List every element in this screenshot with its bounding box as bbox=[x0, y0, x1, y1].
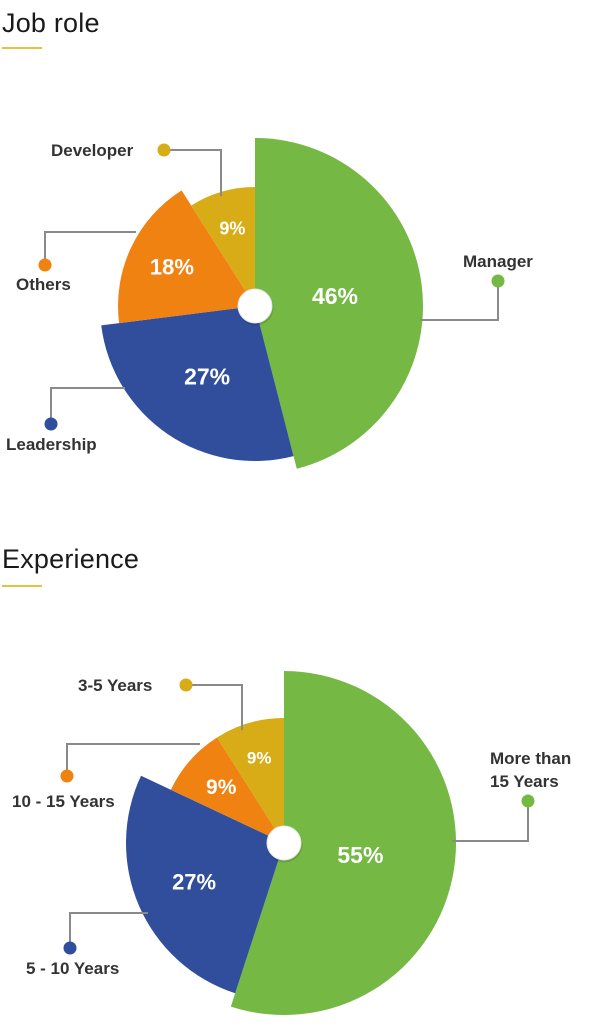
job-role-title: Job role bbox=[2, 8, 100, 38]
job-role-pie-chart: 46% 27% 18% 9% Manager Leadership Others Develo… bbox=[6, 138, 533, 469]
pie-slice-leadership bbox=[101, 306, 294, 462]
experience-title: Experience bbox=[2, 544, 140, 574]
pie-slice-more-than-15-years bbox=[230, 671, 457, 1015]
category-label-10-15-years: 10 - 15 Years bbox=[12, 792, 115, 811]
job-role-section: Job role 46% 27% 18% 9% Manager Leadership Oth… bbox=[0, 0, 600, 500]
callout-line-others bbox=[44, 231, 136, 265]
experience-pie-chart: 55% 27% 9% 9% More than 15 Years 5 - 10 Years 1… bbox=[12, 671, 571, 1015]
pie-label-10-15-years: 9% bbox=[206, 776, 237, 799]
pie-slice-3-5-years bbox=[217, 718, 284, 843]
callout-dot-leadership bbox=[44, 417, 58, 431]
category-label-developer: Developer bbox=[51, 141, 134, 160]
callout-dot-3-5-years bbox=[179, 678, 193, 692]
callout-dot-others bbox=[38, 258, 52, 272]
callout-line-leadership bbox=[50, 387, 125, 424]
pie-slice-10-15-years bbox=[170, 737, 284, 843]
callout-line-3-5-years bbox=[186, 684, 243, 730]
callout-line-more-than-15-years bbox=[452, 801, 529, 842]
category-label-3-5-years: 3-5 Years bbox=[78, 676, 152, 695]
pie-label-more-than-15-years: 55% bbox=[337, 842, 383, 868]
callout-dot-5-10-years bbox=[63, 941, 77, 955]
center-dot bbox=[266, 825, 302, 861]
callout-dot-manager bbox=[491, 274, 505, 288]
callout-line-5-10-years bbox=[69, 912, 148, 948]
callout-dot-10-15-years bbox=[60, 769, 74, 783]
pie-callouts: More than 15 Years 5 - 10 Years 10 - 15 Yea… bbox=[12, 676, 571, 978]
callout-line-developer bbox=[164, 149, 222, 196]
pie-slice-others bbox=[118, 190, 255, 324]
category-label-more-than-15-years-line-2: 15 Years bbox=[490, 772, 559, 791]
category-label-5-10-years: 5 - 10 Years bbox=[26, 959, 119, 978]
pie-slice-developer bbox=[191, 187, 255, 306]
job-role-title-underline bbox=[2, 47, 42, 49]
pie-callouts: Manager Leadership Others Developer bbox=[6, 141, 533, 454]
callout-line-manager bbox=[420, 281, 499, 321]
experience-section: Experience 55% 27% 9% 9% More than 15 Years 5 … bbox=[0, 530, 600, 1036]
callout-dot-more-than-15-years bbox=[521, 794, 535, 808]
pie-slices bbox=[101, 138, 423, 469]
pie-label-manager: 46% bbox=[312, 283, 358, 309]
pie-percent-labels: 55% 27% 9% 9% bbox=[172, 748, 383, 894]
category-label-more-than-15-years-line-1: More than bbox=[490, 749, 571, 768]
pie-label-leadership: 27% bbox=[184, 364, 230, 390]
pie-slice-manager bbox=[255, 138, 423, 469]
pie-label-5-10-years: 27% bbox=[172, 869, 216, 894]
category-label-leadership: Leadership bbox=[6, 435, 97, 454]
pie-slices bbox=[126, 671, 457, 1015]
category-label-others: Others bbox=[16, 275, 71, 294]
experience-title-underline bbox=[2, 585, 42, 587]
pie-percent-labels: 46% 27% 18% 9% bbox=[150, 218, 358, 389]
pie-label-others: 18% bbox=[150, 254, 194, 279]
category-label-manager: Manager bbox=[463, 252, 533, 271]
callout-dot-developer bbox=[157, 143, 171, 157]
callout-line-10-15-years bbox=[66, 743, 200, 776]
pie-slice-5-10-years bbox=[126, 775, 285, 994]
pie-label-3-5-years: 9% bbox=[247, 748, 272, 767]
center-dot bbox=[237, 288, 273, 324]
pie-label-developer: 9% bbox=[219, 218, 245, 238]
